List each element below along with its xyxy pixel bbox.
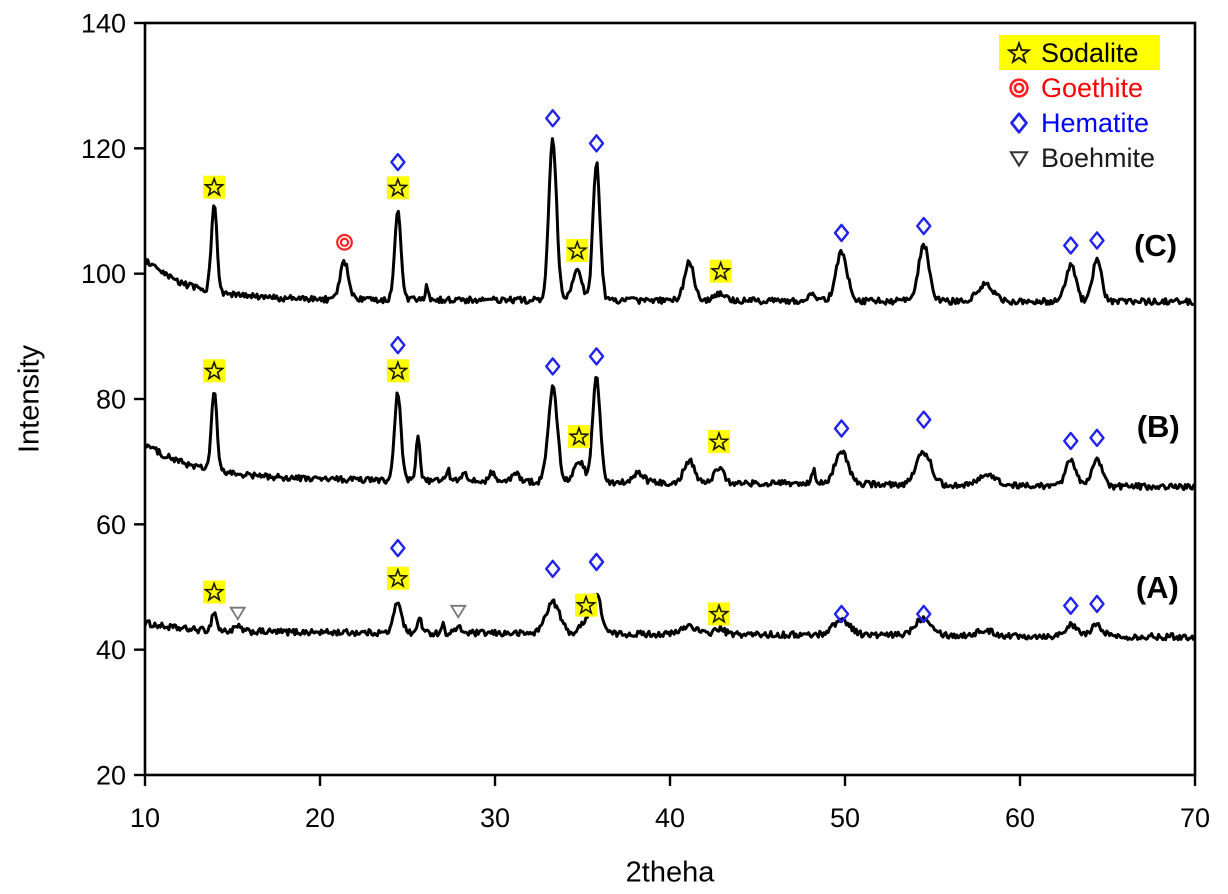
y-tick-label: 80 — [96, 385, 126, 415]
boehmite-triangle-icon — [1009, 150, 1029, 167]
y-tick-label: 60 — [96, 510, 126, 540]
sodalite-marker-A — [203, 580, 226, 604]
legend-label-goethite: Goethite — [1041, 72, 1144, 103]
goethite-double-circle-icon — [1009, 77, 1029, 98]
legend-item-goethite: Goethite — [999, 70, 1160, 105]
hematite-marker-A — [588, 552, 605, 572]
hematite-marker-C — [588, 134, 605, 153]
sodalite-marker-C — [566, 238, 589, 262]
hematite-marker-B — [588, 347, 605, 366]
hematite-marker-C — [833, 223, 850, 243]
sodalite-marker-B — [568, 425, 590, 449]
x-tick-label: 60 — [1005, 803, 1035, 833]
hematite-marker-C — [1063, 236, 1079, 255]
series-label-B: (B) — [1136, 409, 1180, 445]
y-axis-label: Intensity — [13, 345, 46, 453]
goethite-marker-C — [336, 233, 353, 251]
sodalite-marker-B — [203, 359, 226, 383]
hematite-marker-A — [916, 604, 932, 624]
sodalite-marker-B — [386, 359, 409, 383]
hematite-diamond-icon — [1010, 111, 1028, 134]
hematite-marker-C — [390, 152, 406, 172]
x-tick-label: 30 — [480, 803, 510, 833]
boehmite-marker-A — [229, 606, 247, 621]
x-tick-label: 70 — [1180, 803, 1210, 833]
sodalite-marker-C — [709, 259, 732, 283]
legend-label-sodalite: Sodalite — [1041, 37, 1139, 68]
hematite-marker-A — [1089, 594, 1105, 614]
hematite-marker-A — [833, 604, 850, 624]
legend-label-hematite: Hematite — [1041, 107, 1150, 138]
sodalite-star-icon — [1006, 39, 1032, 64]
hematite-marker-A — [1063, 596, 1079, 615]
sodalite-marker-C — [386, 176, 409, 200]
x-tick-label: 10 — [130, 803, 160, 833]
sodalite-marker-C — [203, 175, 226, 199]
x-tick-label: 40 — [655, 803, 685, 833]
legend: Sodalite Goethite Hematite Boehmite — [999, 35, 1161, 175]
xrd-trace-B — [145, 376, 1195, 492]
legend-label-boehmite: Boehmite — [1041, 142, 1156, 173]
sodalite-marker-A — [708, 602, 730, 626]
legend-item-hematite: Hematite — [999, 105, 1160, 140]
hematite-marker-C — [1089, 231, 1105, 250]
sodalite-marker-A — [386, 566, 409, 590]
x-tick-label: 20 — [305, 803, 335, 833]
series-label-C: (C) — [1134, 228, 1178, 264]
sodalite-marker-A — [575, 593, 597, 617]
hematite-marker-B — [1063, 431, 1079, 451]
sodalite-marker-B — [708, 430, 730, 454]
hematite-marker-C — [916, 216, 932, 236]
hematite-marker-C — [545, 109, 561, 128]
hematite-marker-B — [833, 419, 850, 438]
hematite-marker-B — [545, 357, 561, 376]
y-tick-label: 20 — [96, 761, 126, 791]
hematite-marker-B — [1089, 428, 1105, 448]
hematite-marker-A — [390, 538, 406, 558]
hematite-marker-A — [545, 559, 561, 579]
y-tick-label: 40 — [96, 635, 126, 665]
xrd-trace-C — [145, 137, 1195, 306]
xrd-trace-A — [145, 592, 1195, 642]
x-tick-label: 50 — [830, 803, 860, 833]
series-label-A: (A) — [1135, 570, 1179, 606]
legend-item-sodalite: Sodalite — [999, 35, 1161, 70]
x-axis-label: 2theha — [625, 856, 715, 889]
legend-item-boehmite: Boehmite — [999, 140, 1160, 175]
y-tick-label: 100 — [81, 259, 126, 289]
hematite-marker-B — [916, 410, 932, 429]
y-tick-label: 140 — [81, 9, 126, 39]
hematite-marker-B — [390, 335, 406, 355]
boehmite-marker-A — [449, 604, 467, 620]
y-tick-label: 120 — [81, 134, 126, 164]
